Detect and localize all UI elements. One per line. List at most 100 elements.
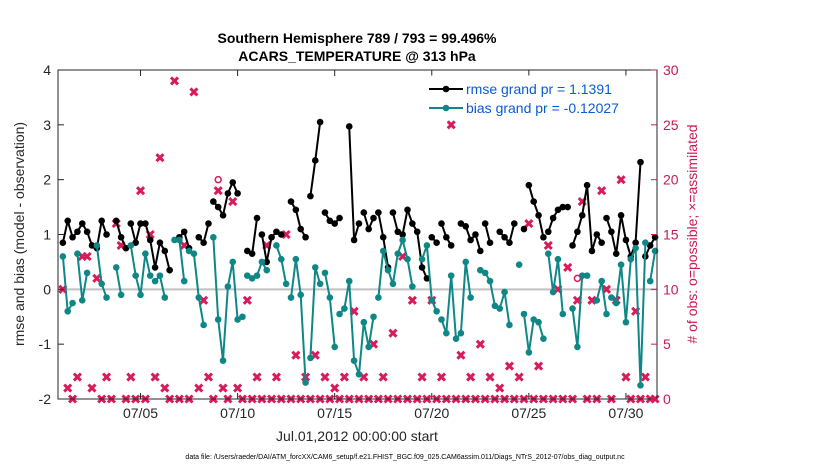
obs-assimilated-marker [597, 186, 607, 196]
rmse-point [486, 239, 494, 247]
rmse-line-segment [251, 217, 258, 254]
legend: rmse grand pr = 1.1391 bias grand pr = -… [420, 75, 651, 121]
rmse-point [311, 157, 319, 164]
bias-point [258, 258, 266, 266]
rmse-point [637, 158, 644, 166]
bias-point [142, 250, 149, 257]
rmse-point [229, 179, 237, 186]
bias-point [447, 272, 455, 279]
obs-assimilated-marker [150, 372, 160, 382]
bias-point [355, 371, 363, 378]
rmse-point [253, 214, 261, 222]
rmse-point [277, 231, 285, 238]
rmse-point [574, 228, 581, 236]
obs-assimilated-stroke [339, 372, 349, 382]
rmse-point [559, 203, 567, 211]
obs-assimilated-marker [407, 295, 417, 305]
rmse-point [224, 190, 232, 197]
obs-assimilated-stroke [252, 372, 262, 382]
obs-assimilated-stroke [563, 262, 573, 272]
rmse-point [331, 220, 338, 227]
obs-assimilated-marker [291, 350, 301, 360]
bias-point [180, 277, 188, 285]
y-axis-label: rmse and bias (model - observation) [11, 122, 27, 346]
obs-assimilated-stroke [82, 251, 92, 261]
rmse-point [399, 231, 406, 238]
obs-assimilated-stroke [446, 120, 456, 130]
bias-point [627, 255, 635, 263]
rmse-point [457, 220, 465, 227]
bias-point [549, 288, 557, 296]
bias-point [583, 272, 591, 279]
bias-point [151, 277, 159, 285]
bias-point [117, 291, 125, 299]
obs-assimilated-stroke [218, 383, 228, 393]
rmse-point [137, 220, 144, 227]
bias-point [321, 269, 329, 277]
rmse-point [103, 231, 110, 238]
obs-assimilated-marker [320, 372, 330, 382]
bias-point [345, 277, 353, 285]
y-axis-left: -2 -1 0 1 2 3 4 [39, 62, 64, 407]
bias-point [559, 310, 567, 318]
obs-assimilated-marker [203, 372, 214, 382]
obs-assimilated-marker [82, 251, 92, 261]
x-axis: 07/05 07/10 07/15 07/20 07/25 07/30 [123, 70, 644, 421]
obs-assimilated-stroke [640, 372, 650, 382]
obs-assimilated-marker [587, 295, 597, 305]
bias-point [399, 236, 406, 244]
bias-point [486, 277, 494, 285]
rmse-point [462, 222, 470, 230]
rmse-point [98, 217, 105, 225]
bias-point [83, 269, 91, 277]
obs-assimilated-marker [63, 383, 73, 393]
rmse-point [603, 214, 610, 222]
obs-assimilated-marker [504, 361, 514, 371]
bias-point [234, 316, 241, 323]
obs-assimilated-stroke [456, 350, 466, 360]
rmse-point [564, 203, 571, 211]
bias-point [146, 272, 154, 279]
rmse-point [146, 236, 154, 244]
bias-point [462, 258, 470, 266]
bias-point [350, 357, 358, 364]
rmse-point [438, 220, 445, 227]
rmse-point [210, 198, 217, 205]
rmse-point [632, 239, 639, 247]
y-right-tick-label: 20 [663, 172, 679, 188]
bias-point [481, 269, 489, 277]
rmse-point [608, 228, 615, 236]
rmse-point [481, 220, 489, 227]
rmse-point [307, 192, 314, 200]
obs-assimilated-stroke [194, 383, 204, 393]
obs-assimilated-stroke [417, 372, 427, 382]
bias-point [98, 280, 105, 288]
obs-assimilated-stroke [475, 339, 485, 349]
rmse-point [263, 258, 271, 266]
bias-point [394, 250, 402, 257]
rmse-point [443, 233, 450, 241]
obs-assimilated-stroke [179, 240, 189, 251]
bias-point [603, 310, 610, 318]
obs-assimilated-marker [616, 175, 626, 185]
rmse-line-segment [527, 184, 545, 238]
rmse-point [375, 209, 382, 216]
obs-assimilated-stroke [587, 295, 597, 305]
bias-line-segment [115, 267, 123, 295]
obs-assimilated-marker [339, 372, 349, 382]
obs-assimilated-marker [213, 186, 223, 196]
legend-bias-label: bias grand pr = -0.12027 [466, 100, 619, 116]
obs-assimilated-marker [621, 372, 631, 382]
bias-point [277, 255, 285, 263]
bias-point [608, 294, 615, 301]
bias-line-segment [649, 250, 657, 282]
bias-point [496, 305, 504, 312]
obs-assimilated-stroke [543, 240, 553, 251]
rmse-point [326, 217, 334, 225]
obs-assimilated-marker [72, 372, 82, 382]
rmse-point [292, 206, 300, 214]
rmse-point [413, 228, 421, 236]
obs-assimilated-stroke [169, 76, 180, 86]
x-tick-label: 07/05 [123, 405, 158, 421]
bias-point [598, 277, 605, 285]
